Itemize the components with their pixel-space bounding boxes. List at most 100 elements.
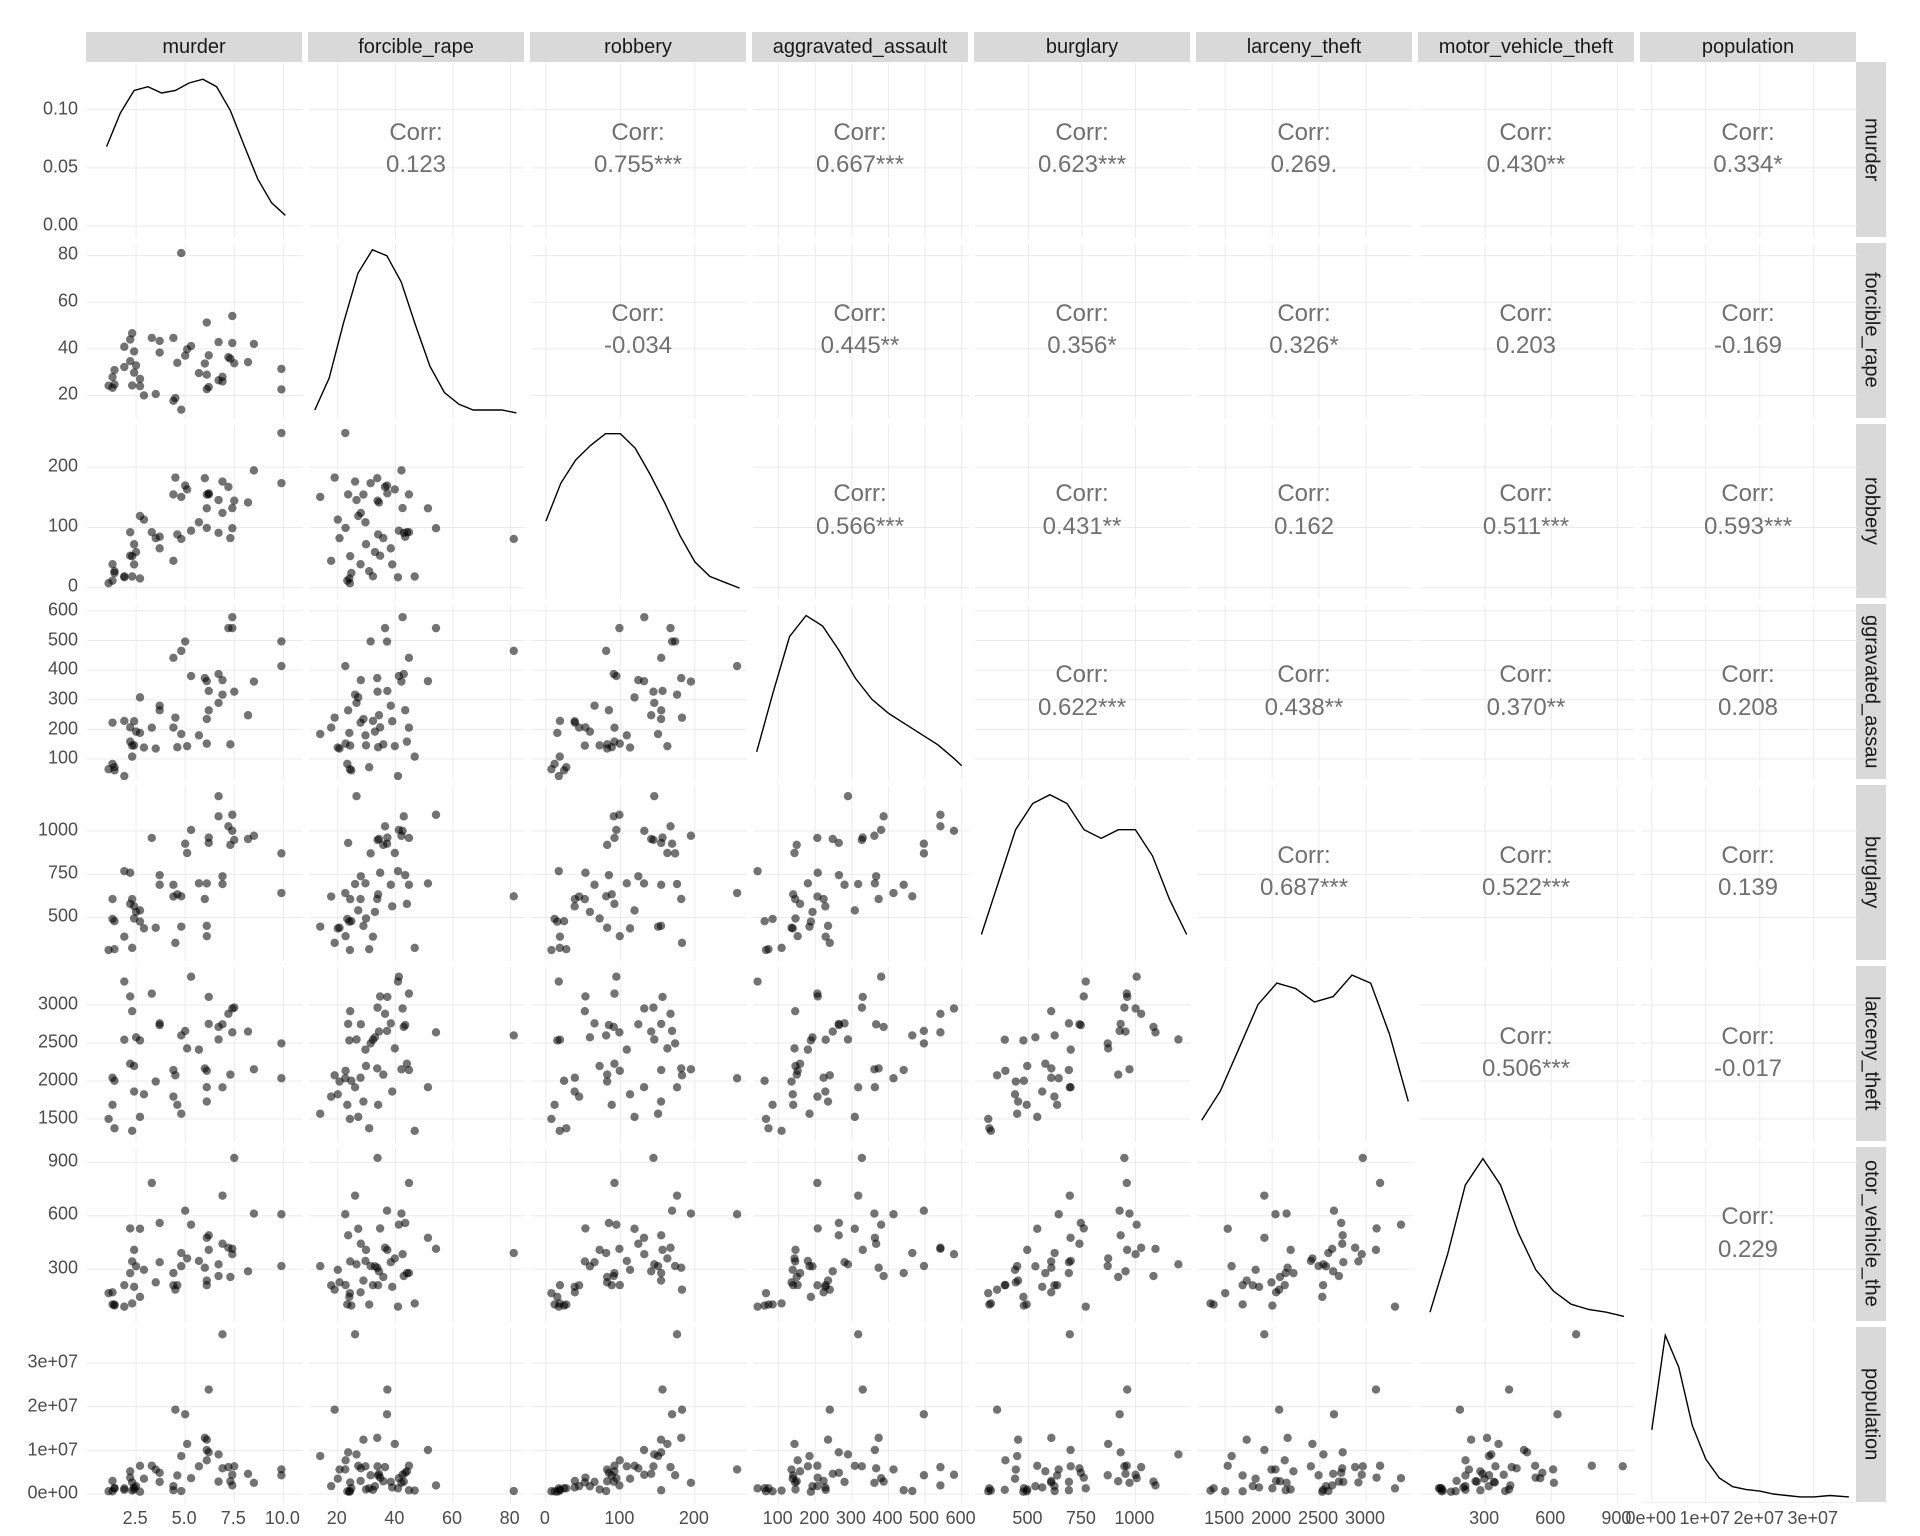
y-tick: 750 bbox=[0, 863, 78, 884]
panel bbox=[752, 604, 968, 779]
x-tick: 1e+07 bbox=[1680, 1508, 1731, 1529]
x-tick: 750 bbox=[1066, 1508, 1096, 1529]
row-strip: robbery bbox=[1856, 424, 1886, 599]
panel bbox=[86, 604, 302, 779]
y-tick: 80 bbox=[0, 244, 78, 265]
y-tick: 0.00 bbox=[0, 215, 78, 236]
panel bbox=[86, 966, 302, 1141]
y-tick: 1500 bbox=[0, 1107, 78, 1128]
corr-cell: Corr:0.208 bbox=[1640, 604, 1856, 779]
y-tick: 500 bbox=[0, 906, 78, 927]
corr-cell: Corr:0.755*** bbox=[530, 62, 746, 237]
corr-cell: Corr:0.356* bbox=[974, 243, 1190, 418]
corr-cell: Corr:0.667*** bbox=[752, 62, 968, 237]
col-strip: murder bbox=[86, 32, 302, 62]
corr-cell: Corr:0.229 bbox=[1640, 1147, 1856, 1322]
y-tick: 2000 bbox=[0, 1069, 78, 1090]
x-tick: 1000 bbox=[1114, 1508, 1154, 1529]
row-strip: population bbox=[1856, 1327, 1886, 1502]
x-tick: 2500 bbox=[1298, 1508, 1338, 1529]
x-tick: 300 bbox=[836, 1508, 866, 1529]
panel bbox=[86, 424, 302, 599]
panel bbox=[530, 1147, 746, 1322]
corr-cell: Corr:-0.034 bbox=[530, 243, 746, 418]
y-tick: 3e+07 bbox=[0, 1352, 78, 1373]
corr-cell: Corr:0.162 bbox=[1196, 424, 1412, 599]
row-strip: murder bbox=[1856, 62, 1886, 237]
y-tick: 60 bbox=[0, 291, 78, 312]
corr-cell: Corr:0.139 bbox=[1640, 785, 1856, 960]
corr-cell: Corr:0.622*** bbox=[974, 604, 1190, 779]
panel bbox=[974, 1327, 1190, 1502]
panel bbox=[86, 1147, 302, 1322]
y-tick: 200 bbox=[0, 455, 78, 476]
panel bbox=[1418, 1327, 1634, 1502]
corr-cell: Corr:0.438** bbox=[1196, 604, 1412, 779]
panel bbox=[308, 604, 524, 779]
corr-cell: Corr:0.203 bbox=[1418, 243, 1634, 418]
y-tick: 2e+07 bbox=[0, 1395, 78, 1416]
x-tick: 80 bbox=[500, 1508, 520, 1529]
panel bbox=[1640, 1327, 1856, 1502]
corr-cell: Corr:0.370** bbox=[1418, 604, 1634, 779]
corr-cell: Corr:0.511*** bbox=[1418, 424, 1634, 599]
x-tick: 60 bbox=[442, 1508, 462, 1529]
col-strip: larceny_theft bbox=[1196, 32, 1412, 62]
y-tick: 600 bbox=[0, 600, 78, 621]
x-tick: 600 bbox=[946, 1508, 976, 1529]
corr-cell: Corr:0.687*** bbox=[1196, 785, 1412, 960]
corr-cell: Corr:0.623*** bbox=[974, 62, 1190, 237]
y-tick: 40 bbox=[0, 337, 78, 358]
row-strip: ggravated_assau bbox=[1856, 604, 1886, 779]
x-tick: 500 bbox=[909, 1508, 939, 1529]
panel bbox=[308, 966, 524, 1141]
panel bbox=[1196, 1327, 1412, 1502]
x-tick: 0e+00 bbox=[1626, 1508, 1677, 1529]
corr-cell: Corr:0.431** bbox=[974, 424, 1190, 599]
y-tick: 0 bbox=[0, 576, 78, 597]
x-tick: 200 bbox=[799, 1508, 829, 1529]
y-tick: 100 bbox=[0, 748, 78, 769]
panel bbox=[308, 785, 524, 960]
panel bbox=[86, 243, 302, 418]
x-tick: 40 bbox=[384, 1508, 404, 1529]
panel bbox=[530, 1327, 746, 1502]
x-tick: 2e+07 bbox=[1734, 1508, 1785, 1529]
col-strip: population bbox=[1640, 32, 1856, 62]
y-tick: 0.05 bbox=[0, 156, 78, 177]
corr-cell: Corr:0.326* bbox=[1196, 243, 1412, 418]
x-tick: 100 bbox=[763, 1508, 793, 1529]
x-tick: 3000 bbox=[1345, 1508, 1385, 1529]
col-strip: aggravated_assault bbox=[752, 32, 968, 62]
panel bbox=[86, 62, 302, 237]
y-tick: 1000 bbox=[0, 819, 78, 840]
panel bbox=[752, 785, 968, 960]
row-strip: burglary bbox=[1856, 785, 1886, 960]
panel bbox=[752, 966, 968, 1141]
y-tick: 400 bbox=[0, 659, 78, 680]
row-strip: otor_vehicle_the bbox=[1856, 1147, 1886, 1322]
y-tick: 600 bbox=[0, 1204, 78, 1225]
col-strip: motor_vehicle_theft bbox=[1418, 32, 1634, 62]
x-tick: 2.5 bbox=[123, 1508, 148, 1529]
x-tick: 600 bbox=[1535, 1508, 1565, 1529]
corr-cell: Corr:0.593*** bbox=[1640, 424, 1856, 599]
col-strip: burglary bbox=[974, 32, 1190, 62]
panel bbox=[752, 1327, 968, 1502]
y-tick: 0e+00 bbox=[0, 1483, 78, 1504]
panel bbox=[752, 1147, 968, 1322]
corr-cell: Corr:0.445** bbox=[752, 243, 968, 418]
panel bbox=[974, 785, 1190, 960]
panel bbox=[530, 424, 746, 599]
x-tick: 10.0 bbox=[265, 1508, 300, 1529]
panel bbox=[974, 966, 1190, 1141]
panel bbox=[1196, 1147, 1412, 1322]
y-tick: 300 bbox=[0, 689, 78, 710]
panel bbox=[86, 785, 302, 960]
x-tick: 400 bbox=[872, 1508, 902, 1529]
pairs-matrix: murder forcible_raperobbery aggravated_ass… bbox=[0, 0, 1920, 1536]
y-tick: 20 bbox=[0, 384, 78, 405]
x-tick: 7.5 bbox=[221, 1508, 246, 1529]
panel bbox=[1418, 1147, 1634, 1322]
row-strip: forcible_rape bbox=[1856, 243, 1886, 418]
